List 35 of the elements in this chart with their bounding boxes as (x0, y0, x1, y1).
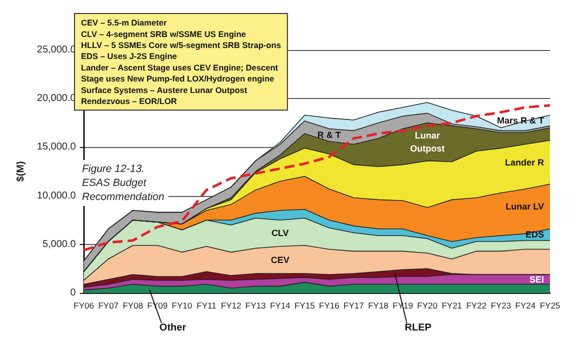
x-tick-label: FY15 (294, 300, 316, 310)
y-tick-label: 10,000.0 (36, 190, 76, 202)
y-tick-label: 15,000.0 (36, 142, 76, 153)
x-tick-label: FY16 (319, 300, 340, 310)
series-label: Lunar LV (506, 201, 544, 212)
x-tick-label: FY06 (74, 300, 94, 310)
series-label: R & T (317, 130, 342, 140)
series-label: Lunar Outpost (410, 130, 445, 154)
x-tick-label: FY07 (98, 300, 119, 310)
x-tick-label: FY22 (466, 300, 487, 310)
x-tick-label: FY21 (442, 300, 462, 310)
x-tick-label: FY11 (196, 300, 217, 310)
series-label: SEI (529, 274, 544, 284)
text: RLEP (404, 322, 432, 334)
annotation: CEV – 5.5-m Diameter CLV – 4-segment SRB w/SSME US Engine HLLV – 5 SSMEs Core w/5-segment SRB Strap-ons EDS – Uses J-2S Engine Lander – Ascent Stage uses CEV Engine; Descent Stage uses New Pump-fed LOX/Hydrogen engine Surface Systems – Austere Lunar Outpost Rendezvous – EOR/LOR (81, 18, 282, 106)
series-label: Lander R (504, 157, 544, 168)
x-tick-label: FY12 (220, 300, 242, 310)
x-tick-label: FY08 (122, 300, 144, 310)
x-tick-label: FY23 (490, 300, 512, 310)
x-tick-label: FY25 (540, 300, 560, 310)
series-label: CEV (270, 254, 290, 265)
annotation: Figure 12-13. ESAS Budget Recommendation (82, 163, 164, 203)
x-tick-label: FY13 (245, 300, 266, 310)
text: Other (159, 322, 186, 334)
y-tick-label: 5,000.0 (42, 238, 76, 250)
x-tick-label: FY17 (344, 300, 364, 310)
x-tick-label: FY14 (270, 300, 291, 310)
y-axis-title: $(M) (16, 161, 26, 182)
x-tick-label: FY10 (172, 300, 192, 310)
x-tick-label: FY24 (515, 300, 536, 310)
x-tick-label: FY18 (368, 300, 389, 310)
series-label: CLV (271, 228, 289, 238)
x-tick-label: FY20 (417, 300, 438, 310)
y-tick-label: 0 (70, 288, 76, 298)
series-label: EDS (525, 230, 544, 240)
